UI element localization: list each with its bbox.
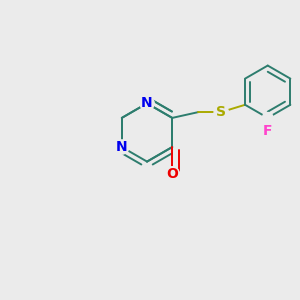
Text: N: N [116, 140, 128, 154]
Circle shape [262, 112, 273, 123]
Circle shape [165, 167, 179, 181]
Text: F: F [263, 124, 272, 138]
Text: S: S [216, 105, 226, 119]
Text: O: O [166, 167, 178, 181]
Circle shape [115, 140, 129, 154]
Circle shape [140, 96, 154, 110]
Circle shape [214, 105, 228, 119]
Text: N: N [141, 96, 153, 110]
